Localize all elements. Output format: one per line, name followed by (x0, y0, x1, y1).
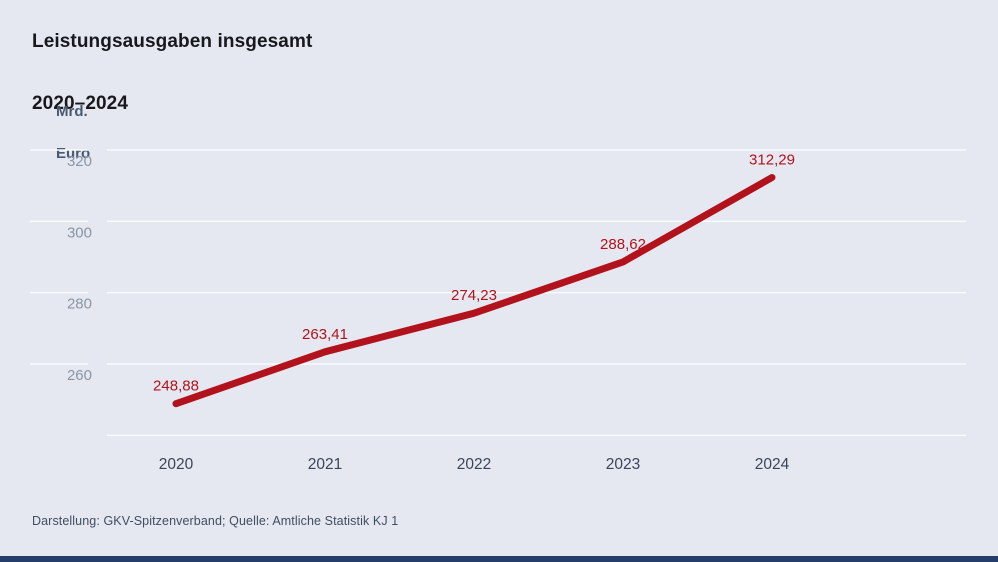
y-tick-label: 300 (67, 224, 92, 241)
data-point-label: 312,29 (749, 151, 795, 168)
x-tick-label: 2020 (159, 456, 194, 473)
data-point-label: 263,41 (302, 326, 348, 343)
chart-title-line1: Leistungsausgaben insgesamt (32, 31, 313, 52)
y-tick-label: 320 (67, 153, 92, 170)
data-point-label: 274,23 (451, 287, 497, 304)
x-tick-label: 2022 (457, 456, 491, 473)
x-tick-label: 2021 (308, 456, 342, 473)
data-point-label: 248,88 (153, 378, 199, 395)
x-tick-label: 2024 (755, 456, 790, 473)
bottom-accent-bar (0, 556, 998, 562)
x-tick-label: 2023 (606, 456, 640, 473)
y-axis-unit-line1: Mrd. (56, 103, 88, 120)
source-attribution: Darstellung: GKV-Spitzenverband; Quelle:… (32, 514, 399, 528)
trend-line (172, 174, 776, 408)
chart-title: Leistungsausgaben insgesamt 2020–2024 (32, 26, 312, 119)
chart-title-line2: 2020–2024 (32, 93, 129, 114)
y-tick-label: 260 (67, 367, 92, 384)
data-point-label: 288,62 (600, 236, 646, 253)
y-tick-label: 280 (67, 296, 92, 313)
